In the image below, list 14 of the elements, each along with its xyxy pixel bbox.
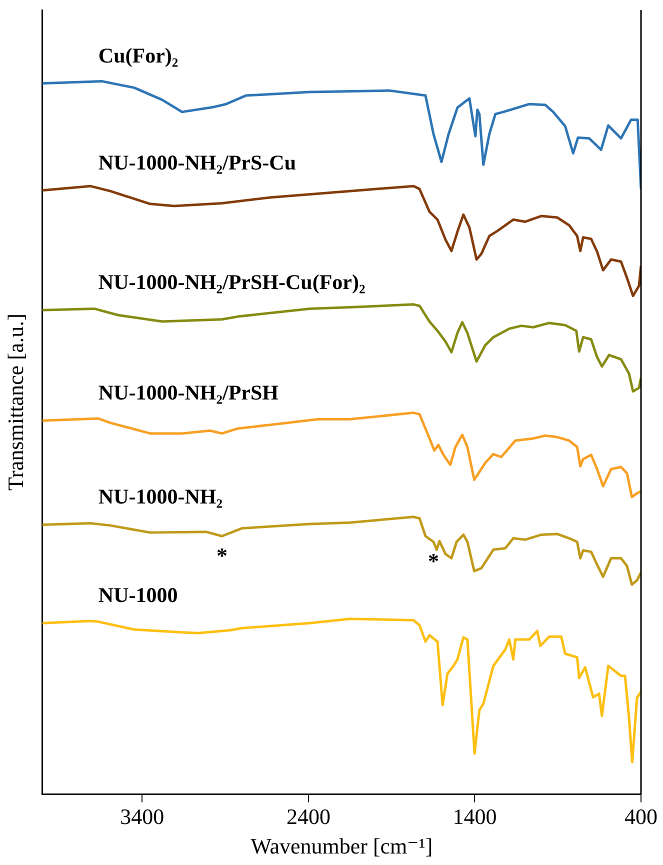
series-label: Cu(For)₂ [98, 43, 178, 68]
x-tick-label: 2400 [286, 804, 330, 830]
series-label: NU-1000 [98, 583, 178, 608]
x-tick-label: 400 [624, 804, 658, 830]
x-axis-title: Wavenumber [cm⁻¹] [250, 834, 433, 859]
series-label: NU-1000-NH₂/PrSH [98, 380, 279, 405]
x-tick-label: 1400 [452, 804, 497, 830]
annotation: * [428, 548, 439, 574]
annotation: * [216, 542, 228, 568]
series-label: NU-1000-NH₂/PrSH-Cu(For)₂ [98, 270, 366, 294]
x-tick-label: 3400 [120, 804, 164, 830]
y-axis-title: Transmittance [a.u.] [2, 314, 28, 491]
series-label: NU-1000-NH₂ [98, 484, 223, 509]
series-label: NU-1000-NH₂/PrS-Cu [98, 150, 296, 174]
